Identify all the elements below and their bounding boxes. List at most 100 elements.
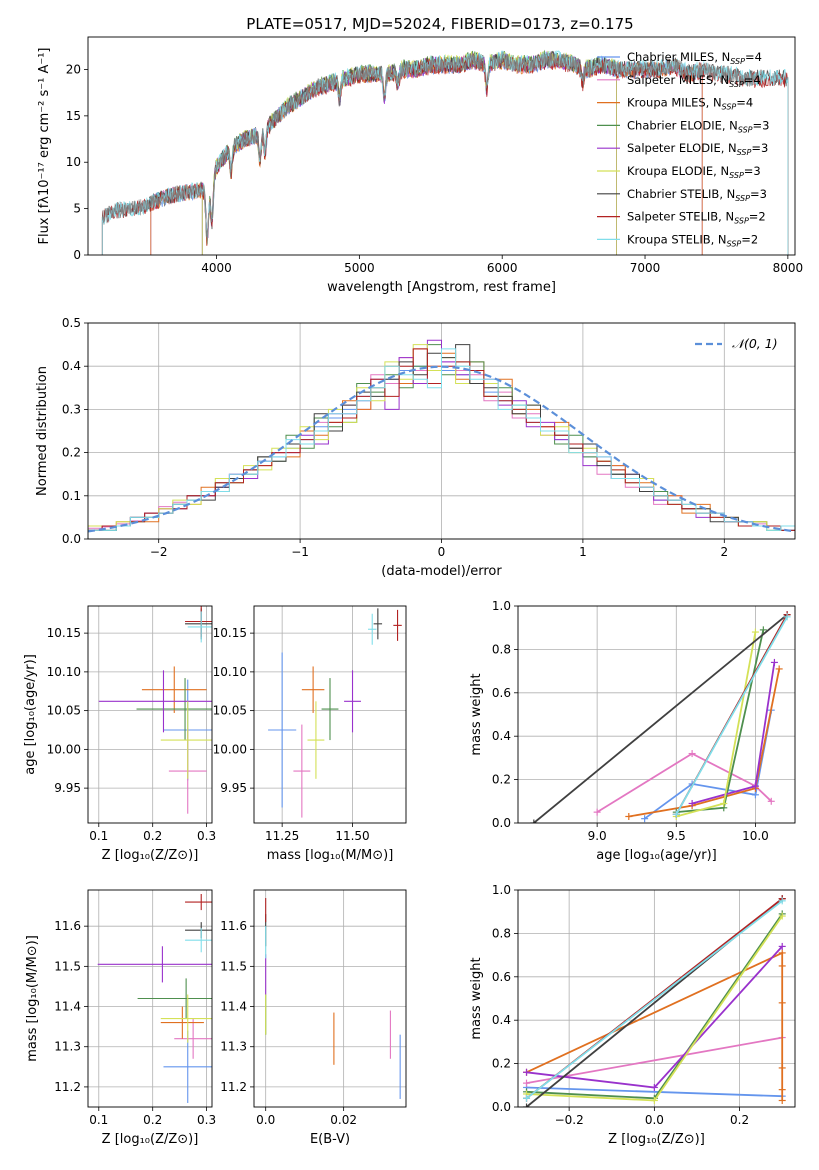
- y-tick-label: 0.0: [62, 532, 81, 546]
- spectrum-frame: [87, 36, 796, 256]
- y-tick-label: 5: [73, 202, 81, 216]
- figure-title: PLATE=0517, MJD=52024, FIBERID=0173, z=0…: [246, 15, 633, 33]
- weight-series: [672, 626, 767, 816]
- y-tick-label: 11.6: [54, 919, 81, 933]
- errorbar-point: [344, 670, 361, 733]
- mass-vs-Z-axes: 0.1 0.2 0.3 11.2 11.3 11.4 11.5 11.6 Z [log₁₀(Z/…: [25, 889, 216, 1147]
- errorbar-point: [185, 894, 212, 911]
- y-tick-label: 10.10: [213, 665, 247, 679]
- y-tick-label: 10.00: [47, 742, 81, 756]
- legend-entry: Kroupa STELIB, NSSP=2: [627, 232, 758, 248]
- errorbar-point: [174, 1018, 212, 1059]
- y-tick-label: 10.05: [47, 704, 81, 718]
- y-tick-label: 11.3: [54, 1040, 81, 1054]
- x-tick-label: 11.50: [335, 829, 369, 843]
- x-tick-label: 0.0: [256, 1113, 275, 1127]
- mass-vs-EBV-axes: 0.0 0.02 11.2 11.3 11.4 11.5 11.6 E(B-V): [220, 889, 407, 1147]
- legend-entry-sub: SSP: [729, 80, 744, 89]
- errorbar-point: [160, 1006, 204, 1039]
- y-tick-label: 0.4: [62, 359, 81, 373]
- weight-series: [672, 613, 791, 818]
- y-tick-label: 0: [73, 248, 81, 262]
- y-tick-label: 0.2: [492, 773, 511, 787]
- observed-spectrum-line: [102, 52, 760, 245]
- weight-vs-Z-axes: −0.2 0.0 0.2 0.0 0.2 0.4 0.6 0.8 1.0 Z [log₁₀(Z/Z…: [469, 883, 796, 1147]
- y-tick-label: 0.0: [492, 1100, 511, 1114]
- legend-entry-suffix: =2: [741, 232, 758, 246]
- weight-vs-age-axes: 9.0 9.5 10.0 0.0 0.2 0.4 0.6 0.8 1.0 age [log₁₀(a…: [469, 599, 796, 863]
- errorbar-point: [293, 724, 311, 818]
- x-tick-label: 7000: [630, 261, 661, 275]
- legend-entry-name: Chabrier ELODIE, N: [627, 118, 738, 132]
- legend-entry-sub: SSP: [722, 103, 737, 112]
- errorbar-point: [373, 608, 383, 640]
- residuals-plot: [88, 339, 795, 539]
- weight-vs-age-ylabel: mass weight: [469, 673, 484, 755]
- y-tick-label: 10.00: [213, 742, 247, 756]
- y-tick-label: 10.10: [47, 665, 81, 679]
- legend-entry-name: Salpeter MILES, N: [627, 73, 729, 87]
- x-tick-label: 0.2: [143, 829, 162, 843]
- legend-entry: Kroupa ELODIE, NSSP=3: [627, 164, 761, 180]
- errorbar-point: [185, 928, 212, 953]
- weight-series: [523, 942, 786, 1091]
- x-tick-label: −1: [291, 545, 309, 559]
- spectrum-xlabel: wavelength [Angstrom, rest frame]: [327, 280, 556, 295]
- errorbar-point: [98, 670, 212, 733]
- x-tick-label: 0.0: [645, 1113, 664, 1127]
- x-tick-label: −0.2: [555, 1113, 584, 1127]
- x-tick-label: 1: [579, 545, 587, 559]
- legend-entry-suffix: =3: [750, 187, 767, 201]
- legend-entry-suffix: =3: [751, 141, 768, 155]
- weight-series-line: [533, 614, 788, 823]
- legend-entry-sub: SSP: [734, 217, 749, 226]
- x-tick-label: 0.1: [89, 1113, 108, 1127]
- errorbar-point: [160, 994, 212, 1043]
- y-tick-label: 11.3: [220, 1040, 247, 1054]
- legend-entry-sub: SSP: [737, 148, 752, 157]
- spectrum-ylabel: Flux [fλ10⁻¹⁷ erg cm⁻² s⁻¹ A⁻¹]: [37, 48, 52, 245]
- legend-entry: Salpeter STELIB, NSSP=2: [627, 210, 766, 226]
- mass-vs-Z-xlabel: Z [log₁₀(Z/Z⊙)]: [102, 1132, 199, 1147]
- y-tick-label: 11.2: [54, 1080, 81, 1094]
- age-vs-Z-ylabel: age [log₁₀(age/yr)]: [23, 654, 38, 775]
- y-tick-label: 10.15: [213, 626, 247, 640]
- x-tick-label: 2: [720, 545, 728, 559]
- x-tick-label: 0: [438, 545, 446, 559]
- y-tick-label: 0.0: [492, 816, 511, 830]
- residuals-axes: −2 −1 0 1 2 0.0 0.1 0.2 0.3 0.4 0.5 (data-model)/er…: [35, 316, 796, 579]
- y-tick-label: 1.0: [492, 599, 511, 613]
- mass-vs-Z-plot: [97, 894, 212, 1103]
- age-vs-mass-frame: [253, 605, 407, 824]
- age-vs-Z-axes: 0.1 0.2 0.3 9.95 10.00 10.05 10.10 10.15 Z [log₁…: [23, 605, 216, 863]
- y-tick-label: 11.5: [54, 959, 81, 973]
- residuals-xlabel: (data-model)/error: [381, 564, 502, 579]
- legend-entry: Chabrier STELIB, NSSP=3: [627, 187, 767, 203]
- gaussian-legend-label: 𝒩(0, 1): [732, 336, 778, 351]
- legend-entry-name: Salpeter STELIB, N: [627, 210, 734, 224]
- legend-entry: Chabrier ELODIE, NSSP=3: [627, 118, 769, 134]
- legend-entry-suffix: =4: [745, 50, 762, 64]
- weight-vs-Z-xlabel: Z [log₁₀(Z/Z⊙)]: [608, 1132, 705, 1147]
- histogram-series: [88, 348, 795, 539]
- errorbar-point: [187, 611, 212, 643]
- x-tick-label: −2: [150, 545, 168, 559]
- y-tick-label: 20: [66, 62, 81, 76]
- x-tick-label: 0.3: [197, 1113, 216, 1127]
- age-vs-mass-xlabel: mass [log₁₀(M/M⊙)]: [267, 848, 394, 863]
- x-tick-label: 8000: [773, 261, 804, 275]
- age-vs-Z-plot: [98, 606, 212, 814]
- weight-vs-Z-plot: [523, 895, 786, 1107]
- errorbar-point: [393, 609, 402, 641]
- weight-series-line: [628, 668, 781, 818]
- weight-series-line: [644, 710, 773, 820]
- legend-entry-suffix: =3: [744, 164, 761, 178]
- legend-entry-sub: SSP: [727, 239, 742, 248]
- weight-series: [523, 897, 786, 1102]
- spectrum-axes: 4000 5000 6000 7000 8000 0 5 10 15 20 wavelength […: [37, 36, 804, 295]
- y-tick-label: 15: [66, 109, 81, 123]
- errorbar-point: [141, 666, 207, 713]
- x-tick-label: 0.2: [143, 1113, 162, 1127]
